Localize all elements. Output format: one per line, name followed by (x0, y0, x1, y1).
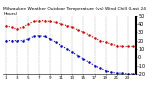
Text: Milwaukee Weather Outdoor Temperature (vs) Wind Chill (Last 24 Hours): Milwaukee Weather Outdoor Temperature (v… (3, 7, 146, 16)
